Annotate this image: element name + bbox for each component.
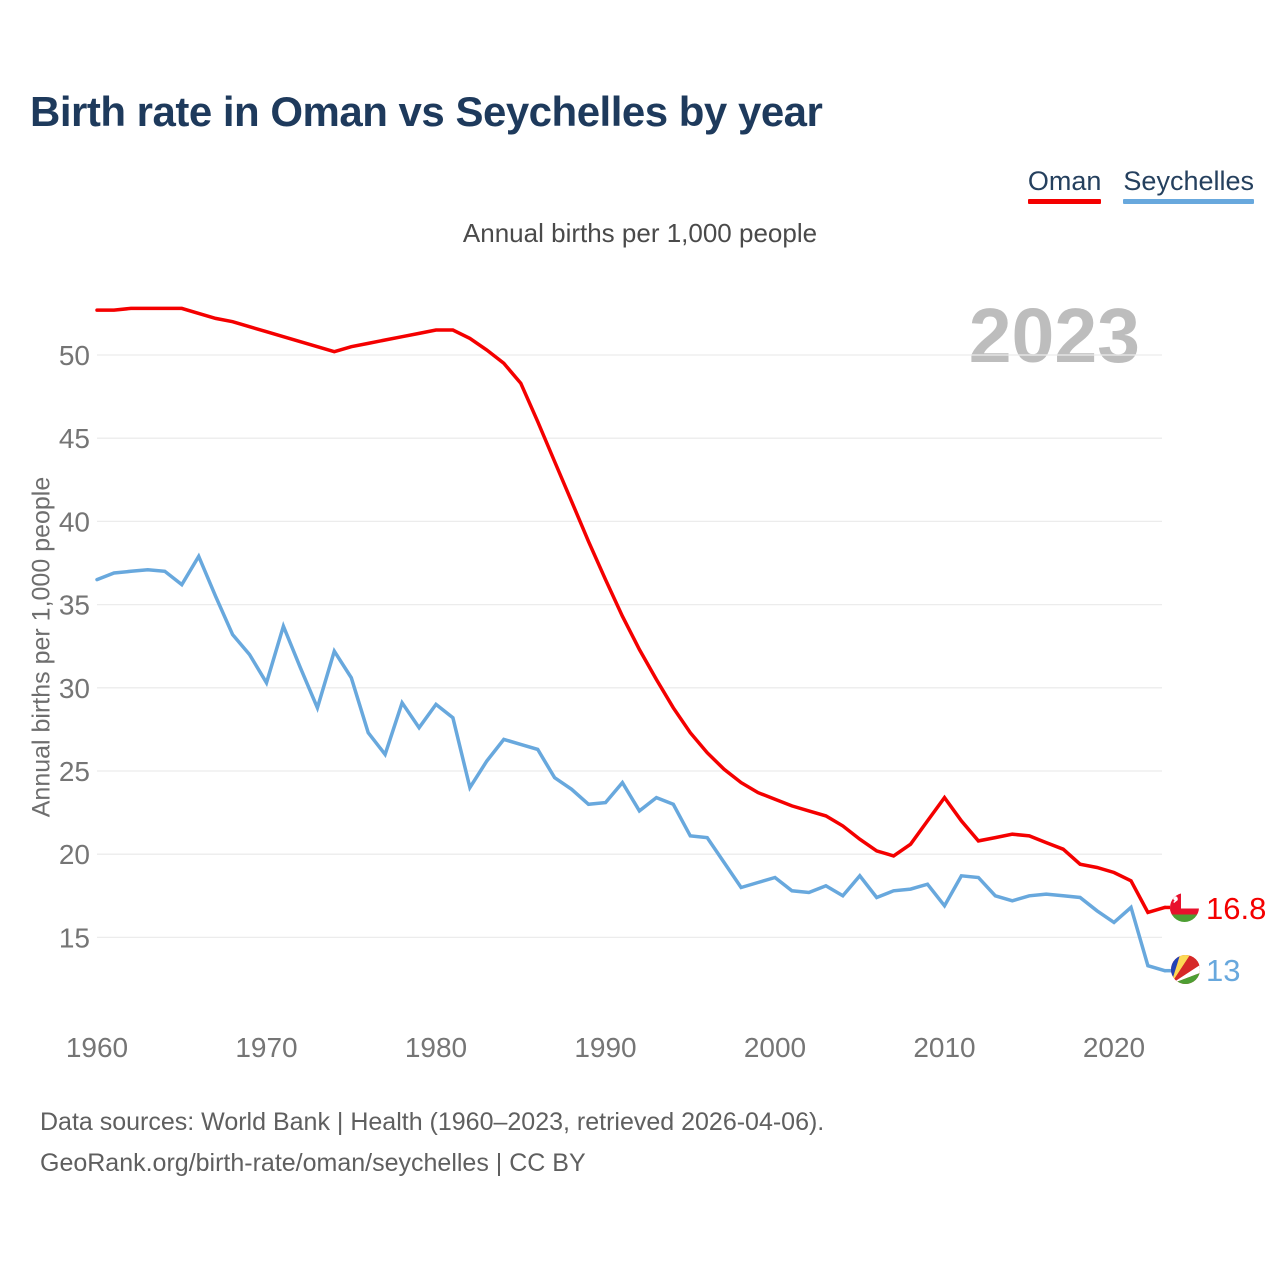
legend-swatch-oman bbox=[1027, 199, 1102, 204]
y-tick-label-30: 30 bbox=[59, 673, 90, 704]
y-tick-label-25: 25 bbox=[59, 756, 90, 787]
series-line-oman bbox=[95, 306, 1167, 915]
seychelles-flag-icon bbox=[1171, 955, 1200, 984]
y-tick-label-20: 20 bbox=[59, 839, 90, 870]
x-tick-label-2000: 2000 bbox=[744, 1032, 806, 1063]
footer: Data sources: World Bank | Health (1960–… bbox=[40, 1102, 824, 1183]
footer-sources-line: Data sources: World Bank | Health (1960–… bbox=[40, 1108, 825, 1136]
x-tick-label-1980: 1980 bbox=[405, 1032, 467, 1063]
legend-label-oman: Oman bbox=[1027, 166, 1102, 196]
x-tick-label-2010: 2010 bbox=[913, 1032, 975, 1063]
y-tick-label-35: 35 bbox=[59, 590, 90, 621]
x-tick-label-1990: 1990 bbox=[574, 1032, 636, 1063]
y-tick-label-15: 15 bbox=[59, 922, 90, 953]
chart-subtitle: Annual births per 1,000 people bbox=[462, 218, 818, 248]
seychelles-end-value-label: 13 bbox=[1206, 953, 1241, 988]
legend-item-seychelles[interactable]: Seychelles bbox=[1123, 166, 1254, 204]
x-tick-label-1970: 1970 bbox=[235, 1032, 297, 1063]
x-tick-label-2020: 2020 bbox=[1083, 1032, 1145, 1063]
y-tick-label-45: 45 bbox=[59, 423, 90, 454]
y-tick-label-40: 40 bbox=[59, 506, 90, 537]
page-title: Birth rate in Oman vs Seychelles by year bbox=[30, 88, 823, 135]
watermark-year-label: 2023 bbox=[968, 293, 1140, 379]
footer-url-line: GeoRank.org/birth-rate/oman/seychelles |… bbox=[40, 1148, 586, 1177]
legend: Oman Seychelles bbox=[1027, 166, 1254, 204]
oman-flag-icon bbox=[1170, 893, 1199, 922]
y-tick-label-50: 50 bbox=[59, 340, 90, 371]
legend-swatch-seychelles bbox=[1123, 199, 1254, 204]
x-tick-label-1960: 1960 bbox=[66, 1032, 128, 1063]
oman-end-value-label: 16.8 bbox=[1206, 891, 1267, 926]
series-line-seychelles bbox=[95, 552, 1167, 973]
legend-item-oman[interactable]: Oman bbox=[1027, 166, 1102, 204]
legend-label-seychelles: Seychelles bbox=[1123, 166, 1254, 196]
